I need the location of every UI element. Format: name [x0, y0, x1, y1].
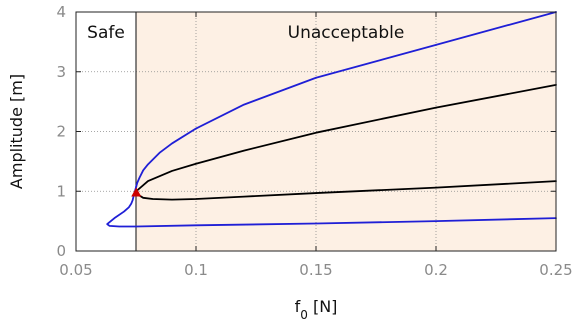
- x-tick-label: 0.05: [59, 261, 92, 279]
- series-line-1: [106, 185, 557, 228]
- marker-layer: [131, 187, 142, 197]
- labels-layer: f0 [N] Amplitude [m] Safe Unacceptable: [7, 23, 404, 322]
- x-tick-label: 0.25: [539, 261, 572, 279]
- y-axis-label: Amplitude [m]: [7, 74, 26, 189]
- x-tick-label: 0.1: [184, 261, 208, 279]
- series-line-3: [135, 180, 557, 201]
- series-line-2: [135, 84, 557, 193]
- series-layer: [106, 11, 557, 228]
- y-tick-label: 0: [56, 242, 66, 260]
- region-label-1: Unacceptable: [288, 23, 405, 43]
- grid-layer: [76, 12, 556, 251]
- series-line-0: [135, 11, 557, 188]
- y-tick-label: 4: [56, 3, 66, 21]
- x-axis-label: f0 [N]: [295, 297, 338, 322]
- region-label-0: Safe: [87, 23, 125, 43]
- ticks-layer: 0.05 0.1 0.15 0.2 0.25 0 1 2 3 4: [56, 3, 572, 279]
- y-tick-label: 3: [56, 63, 66, 81]
- x-tick-label: 0.15: [299, 261, 332, 279]
- y-tick-label: 1: [56, 182, 66, 200]
- bifurcation-marker: [131, 187, 142, 197]
- y-tick-label: 2: [56, 123, 66, 141]
- x-tick-label: 0.2: [424, 261, 448, 279]
